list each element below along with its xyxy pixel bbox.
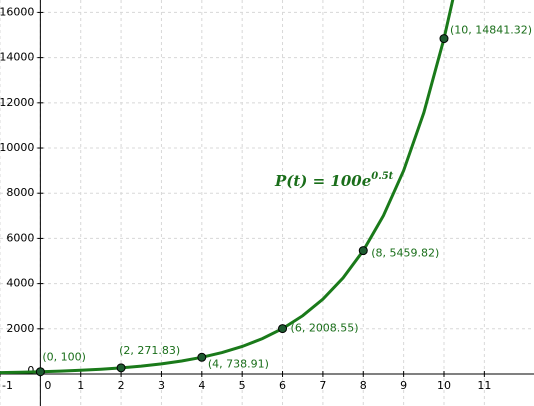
- y-tick-label: 12000: [0, 96, 34, 109]
- point-label: (0, 100): [42, 351, 86, 364]
- point: [35, 367, 45, 377]
- point: [197, 352, 207, 362]
- point: [439, 34, 449, 44]
- formula-exponent: 0.5t: [371, 171, 393, 182]
- x-tick-label: 5: [239, 379, 246, 392]
- point: [116, 363, 126, 373]
- y-tick-label: 4000: [6, 277, 34, 290]
- point: [358, 246, 368, 256]
- x-tick-label: 4: [198, 379, 205, 392]
- y-tick-label: 2000: [6, 322, 34, 335]
- x-tick-label: 8: [360, 379, 367, 392]
- x-tick-label: -1: [2, 379, 13, 392]
- y-tick-label: 6000: [6, 231, 34, 244]
- x-tick-label: 11: [477, 379, 491, 392]
- point: [278, 324, 288, 334]
- x-tick-label: 10: [437, 379, 451, 392]
- y-tick-label: 8000: [6, 186, 34, 199]
- formula-text: P(t) = 100e: [274, 172, 371, 190]
- x-tick-label: 0: [44, 379, 51, 392]
- point-label: (10, 14841.32): [450, 24, 532, 37]
- point-label: (6, 2008.55): [291, 322, 359, 335]
- x-tick-label: 2: [118, 379, 125, 392]
- curve: [0, 0, 455, 375]
- x-tick-label: 1: [77, 379, 84, 392]
- point-label: (4, 738.91): [208, 357, 269, 370]
- formula: P(t) = 100e0.5t: [274, 171, 394, 191]
- x-tick-label: 3: [158, 379, 165, 392]
- y-tick-label: 16000: [0, 5, 34, 18]
- x-tick-label: 6: [279, 379, 286, 392]
- y-tick-label: 14000: [0, 51, 34, 64]
- point-label: (2, 271.83): [119, 344, 180, 357]
- point-label: (8, 5459.82): [371, 247, 439, 260]
- y-tick-label: 10000: [0, 141, 34, 154]
- x-tick-label: 9: [400, 379, 407, 392]
- plot-area: (0, 100) (2, 271.83) (4, 738.91) (6, 2008.5…: [0, 0, 532, 377]
- x-tick-label: 7: [319, 379, 326, 392]
